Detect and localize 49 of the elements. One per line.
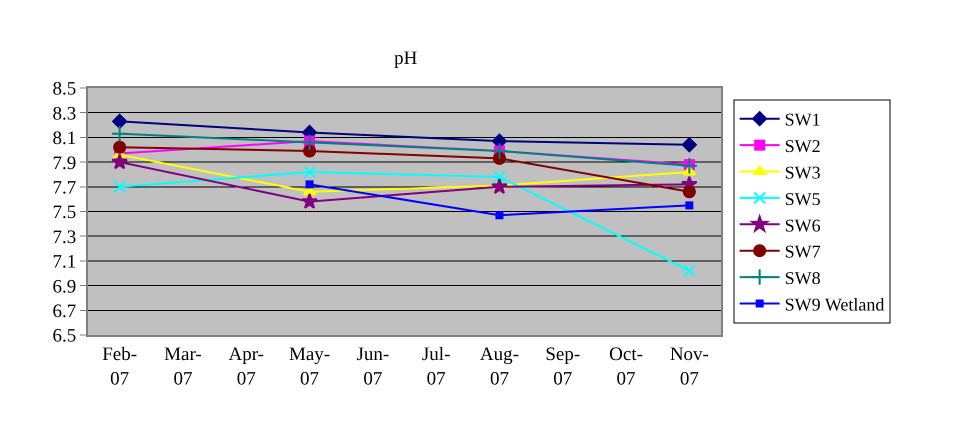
point — [303, 165, 316, 178]
point — [110, 124, 128, 142]
point — [306, 180, 314, 188]
legend-label: SW2 — [784, 136, 821, 156]
y-tick-label: 7.3 — [52, 226, 76, 248]
legend-label: SW8 — [784, 268, 821, 288]
y-tick-label: 6.5 — [52, 326, 76, 347]
legend-label: SW9 Wetland — [784, 294, 884, 315]
point — [300, 134, 318, 152]
y-tick-label: 7.7 — [52, 177, 76, 198]
y-tick-label: 8.1 — [52, 128, 76, 150]
point — [680, 157, 698, 174]
point — [490, 142, 508, 160]
point — [113, 140, 126, 154]
x-tick-label: Feb-07 — [102, 344, 138, 390]
point — [112, 114, 128, 129]
legend-label: SW1 — [784, 110, 821, 130]
x-tick-label: Nov-07 — [670, 344, 709, 390]
x-tick-label: Aug-07 — [480, 344, 519, 390]
y-tick-label: 6.9 — [52, 276, 76, 298]
x-tick-label: Sep-07 — [545, 344, 580, 390]
y-tick-label: 7.5 — [52, 202, 76, 224]
legend-label: SW3 — [784, 162, 821, 183]
chart-title: pH — [394, 48, 418, 69]
point — [685, 201, 694, 210]
x-tick-label: Oct-07 — [609, 344, 643, 390]
point — [495, 211, 504, 220]
point — [491, 178, 508, 194]
point — [111, 153, 128, 170]
y-tick-label: 8.3 — [52, 103, 76, 124]
x-tick-label: Mar-07 — [164, 344, 202, 390]
point — [113, 180, 126, 194]
y-tick-label: 8.5 — [52, 78, 76, 100]
point — [492, 170, 506, 184]
legend-label: SW5 — [784, 188, 821, 209]
y-tick-label: 6.7 — [52, 300, 76, 322]
x-tick-label: Jun-07 — [356, 344, 390, 390]
legend-label: SW7 — [784, 242, 821, 262]
x-tick-label: Jul-07 — [422, 344, 450, 390]
point — [682, 185, 696, 198]
x-tick-label: Apr-07 — [228, 344, 264, 390]
point — [303, 144, 316, 158]
point — [301, 192, 318, 209]
y-tick-label: 7.1 — [52, 252, 76, 273]
legend-label: SW6 — [784, 215, 821, 236]
y-tick-label: 7.9 — [52, 152, 76, 174]
x-tick-label: May-07 — [288, 344, 330, 390]
point — [682, 137, 697, 152]
point — [682, 264, 696, 278]
